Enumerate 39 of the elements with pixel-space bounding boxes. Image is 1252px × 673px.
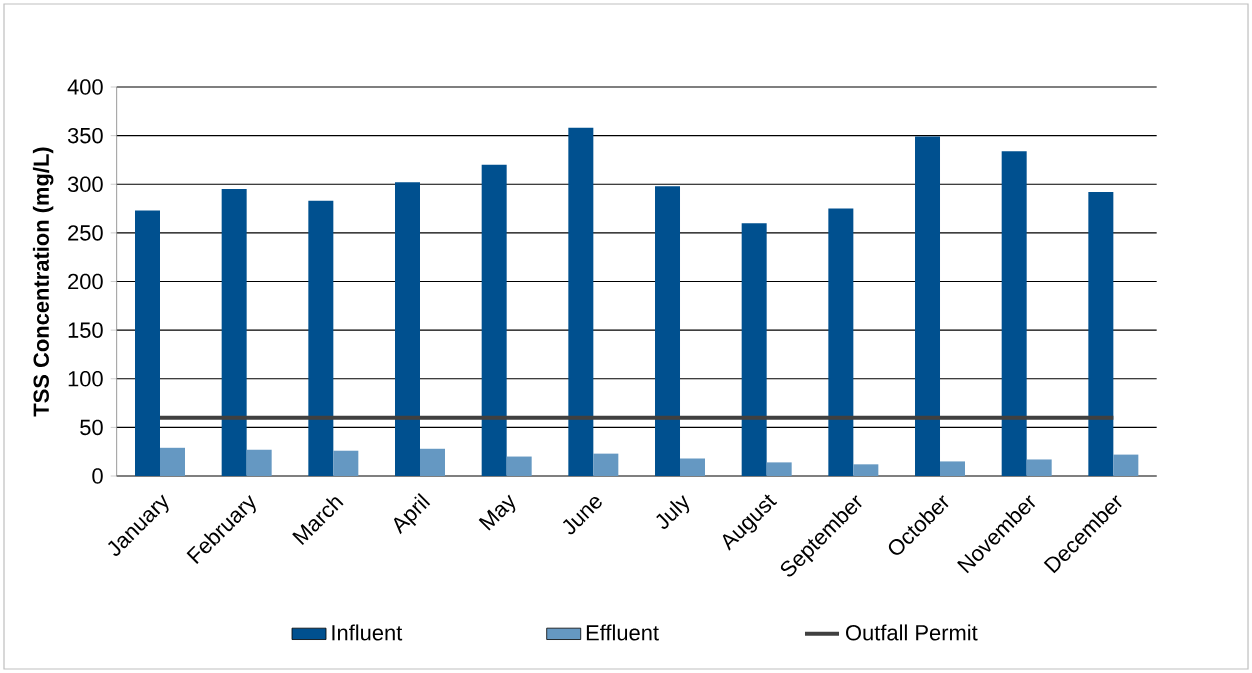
bar: [246, 449, 272, 476]
bar: [333, 450, 359, 476]
x-tick-label: July: [656, 495, 690, 529]
bar: [420, 448, 445, 476]
bar: [1088, 192, 1114, 476]
bar: [506, 456, 532, 476]
bar: [1001, 151, 1027, 476]
bar: [766, 462, 792, 476]
y-tick-label: 350: [67, 127, 103, 144]
bar: [160, 447, 185, 476]
bar: [221, 189, 247, 476]
bar: [853, 464, 879, 476]
y-tick-label: 100: [68, 371, 103, 387]
bar: [940, 461, 966, 476]
bar: [680, 458, 706, 476]
bar: [1026, 459, 1052, 476]
bar: [395, 182, 420, 476]
bar: [741, 223, 767, 476]
bar: [568, 127, 594, 476]
legend-label: Outfall Permit: [846, 624, 978, 641]
y-tick-label: 150: [68, 322, 103, 338]
bar: [481, 164, 507, 476]
y-tick-label: 0: [92, 468, 103, 484]
y-tick-label: 400: [67, 79, 103, 95]
legend-label: Effluent: [586, 624, 659, 641]
y-axis-title: TSS Concentration (mg/L): [32, 147, 54, 417]
bar: [135, 210, 160, 476]
bar: [1113, 454, 1139, 476]
y-tick-label: 200: [68, 273, 103, 290]
bar: [915, 136, 941, 476]
bar: [308, 200, 334, 476]
bar: [655, 186, 681, 476]
bar: [593, 453, 619, 476]
x-tick-label: May: [478, 494, 516, 531]
bar: [828, 208, 854, 476]
y-tick-label: 300: [67, 176, 103, 193]
legend-label: Influent: [332, 624, 403, 641]
y-tick-label: 50: [80, 419, 103, 436]
y-tick-label: 250: [68, 225, 103, 241]
